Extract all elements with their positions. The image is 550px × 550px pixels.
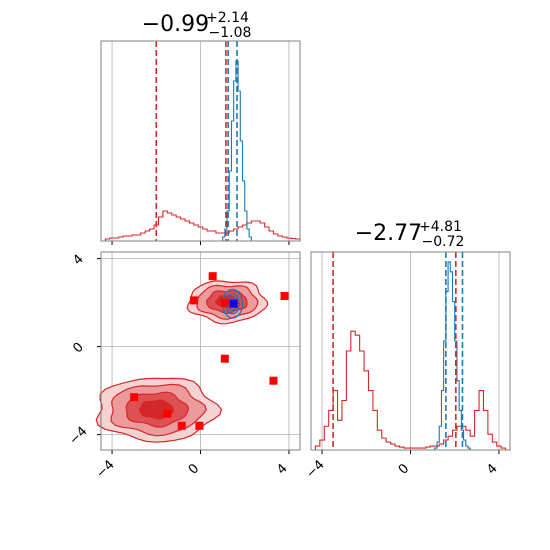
panel-3-title-sup: +4.81 — [419, 219, 462, 235]
panel-1-title-sup: +2.14 — [206, 10, 249, 26]
panel-3-series-red — [311, 330, 510, 451]
panel-2-red-marker — [189, 296, 198, 305]
panel-2-red-marker — [220, 354, 229, 363]
panel-3-xtick-label: 4 — [484, 461, 500, 477]
panel-1-title-sub: −1.08 — [209, 25, 252, 41]
panel-2-ytick-label: 0 — [70, 340, 86, 356]
panel-2-red-marker — [269, 376, 278, 385]
panel-2-red-marker — [195, 421, 204, 430]
panel-2-xtick-label: 4 — [274, 461, 290, 477]
panel-1-title-main: −0.99 — [142, 12, 209, 37]
panel-3-title-sub: −0.72 — [422, 234, 465, 250]
panel-1-series-red — [101, 210, 301, 242]
panel-3-frame — [310, 251, 511, 451]
panel-2-red-marker — [177, 421, 186, 430]
panel-2-ytick-label: 4 — [70, 252, 86, 268]
panel-3-xtick-label: 0 — [396, 461, 412, 477]
panel-3-title-main: −2.77 — [355, 221, 422, 246]
panel-1-frame — [100, 40, 301, 242]
panel-1-histogram — [100, 40, 301, 245]
panel-2-red-marker — [220, 298, 229, 307]
panel-1-title: −0.99 +2.14 −1.08 — [142, 7, 254, 41]
panel-3-histogram: −4 0 4 — [303, 251, 511, 482]
panel-2-red-marker — [280, 292, 289, 300]
panel-2-red-marker — [130, 393, 139, 402]
panel-3-series-blue — [432, 261, 473, 451]
panel-2-contour: −4 0 4 −4 0 4 — [66, 251, 301, 482]
panel-3-xtick-label: −4 — [303, 457, 327, 481]
panel-2-red-marker — [163, 409, 172, 418]
panel-2-ytick-label: −4 — [66, 424, 90, 448]
panel-2-xtick-label: 0 — [186, 461, 202, 477]
panel-2-blue-marker — [229, 299, 238, 308]
panel-2-xtick-label: −4 — [93, 457, 117, 481]
panel-2-frame — [100, 251, 301, 451]
panel-3-title: −2.77 +4.81 −0.72 — [355, 216, 467, 250]
panel-2-red-marker — [208, 272, 217, 281]
